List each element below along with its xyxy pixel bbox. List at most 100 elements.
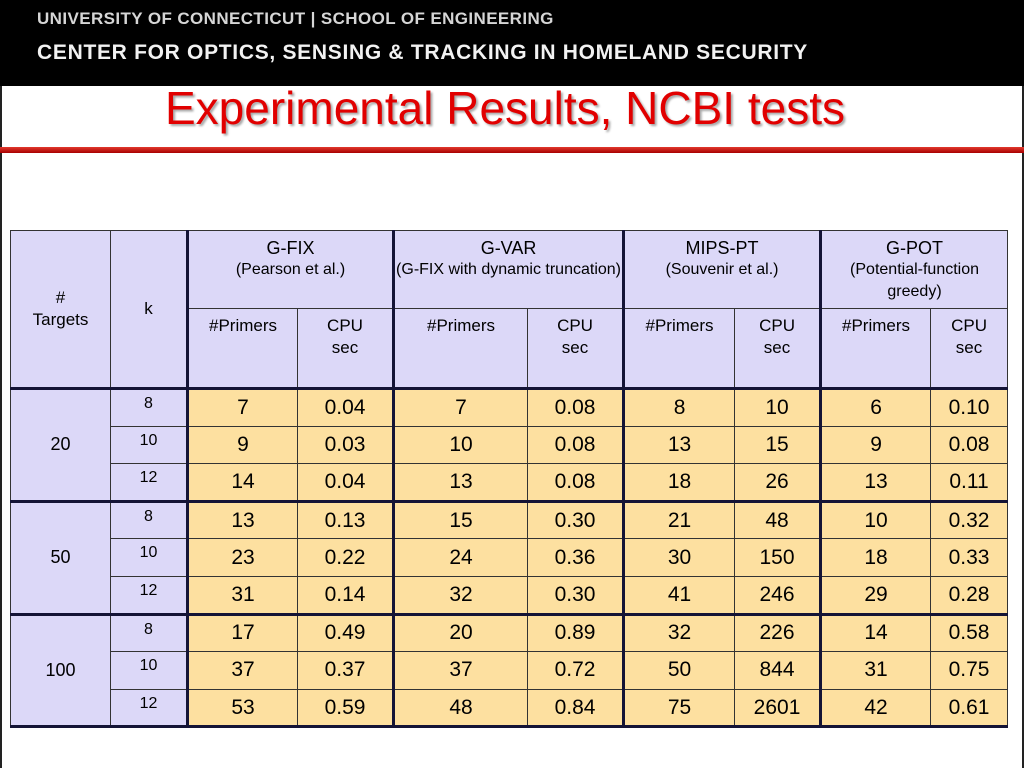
k-cell: 8 xyxy=(110,500,189,540)
targets-label: Targets xyxy=(32,310,89,329)
targets-hash: # xyxy=(55,288,66,307)
targets-cell: 20 xyxy=(10,388,111,503)
cell-gfix-primers: 9 xyxy=(187,425,298,465)
table-row: 10 37 0.37 37 0.72 50 844 31 0.75 xyxy=(11,651,1009,690)
cell-gfix-primers: 7 xyxy=(187,388,298,427)
cell-gpot-primers: 6 xyxy=(820,388,932,427)
cell-mipspt-primers: 8 xyxy=(623,388,736,427)
cell-gfix-cpu: 0.04 xyxy=(296,388,396,427)
cell-mipspt-primers: 18 xyxy=(623,463,736,503)
cell-gvar-primers: 10 xyxy=(393,425,529,465)
table-row: 20 8 7 0.04 7 0.08 8 10 6 0.10 xyxy=(10,388,1009,503)
cell-mipspt-cpu: 10 xyxy=(734,388,823,427)
cell-gpot-cpu: 0.28 xyxy=(930,575,1009,616)
results-body: 20 8 7 0.04 7 0.08 8 10 6 0.10 10 9 0.03 10 0.08 13 15 9 0… xyxy=(10,388,1009,729)
method-name: G-VAR xyxy=(480,238,537,258)
method-name: G-POT xyxy=(886,238,944,258)
cell-gfix-primers: 14 xyxy=(187,463,298,503)
cell-gpot-primers: 29 xyxy=(820,575,932,616)
method-note: (Pearson et al.) xyxy=(235,261,346,278)
subheader-cpu: CPU sec xyxy=(930,308,1009,390)
cell-gpot-cpu: 0.58 xyxy=(930,613,1009,653)
cell-mipspt-primers: 32 xyxy=(623,613,736,653)
cell-mipspt-primers: 21 xyxy=(623,500,736,540)
subheader-cpu: CPU sec xyxy=(734,308,823,390)
method-note: (G-FIX with dynamic truncation) xyxy=(396,261,621,278)
subheader-primers: #Primers xyxy=(820,308,932,390)
table-row: 12 31 0.14 32 0.30 41 246 29 0.28 xyxy=(11,575,1009,616)
subheader-primers: #Primers xyxy=(187,308,298,390)
cell-gpot-cpu: 0.61 xyxy=(930,688,1009,729)
results-table: # Targets k G-FIX (Pearson et al.) G-VAR… xyxy=(10,230,1009,729)
table-row: 50 8 13 0.13 15 0.30 21 48 10 0.32 xyxy=(10,500,1009,616)
cell-gfix-cpu: 0.22 xyxy=(296,538,396,577)
header-k: k xyxy=(110,230,189,390)
cell-gvar-cpu: 0.30 xyxy=(527,500,626,540)
k-cell: 12 xyxy=(110,463,189,503)
cell-mipspt-cpu: 48 xyxy=(734,500,823,540)
cell-gpot-primers: 9 xyxy=(820,425,932,465)
cell-gvar-primers: 24 xyxy=(393,538,529,577)
header-band: UNIVERSITY OF CONNECTICUT | SCHOOL OF EN… xyxy=(0,0,1024,86)
cell-gvar-primers: 13 xyxy=(393,463,529,503)
table-row: 10 9 0.03 10 0.08 13 15 9 0.08 xyxy=(11,425,1009,465)
cell-mipspt-cpu: 246 xyxy=(734,575,823,616)
cell-gvar-primers: 37 xyxy=(393,651,529,690)
header-targets: # Targets xyxy=(10,230,111,390)
cell-gfix-primers: 31 xyxy=(187,575,298,616)
cell-gpot-primers: 42 xyxy=(820,688,932,729)
slide-frame xyxy=(0,86,1024,768)
cell-mipspt-cpu: 2601 xyxy=(734,688,823,729)
cell-gvar-primers: 32 xyxy=(393,575,529,616)
method-note: (Souvenir et al.) xyxy=(665,261,779,278)
k-cell: 10 xyxy=(110,538,189,577)
header-method-gfix: G-FIX (Pearson et al.) xyxy=(186,230,396,309)
header-method-gpot: G-POT (Potential-function greedy) xyxy=(820,230,1009,309)
cell-mipspt-cpu: 150 xyxy=(734,538,823,577)
cell-gfix-cpu: 0.13 xyxy=(296,500,396,540)
table-row: 100 8 17 0.49 20 0.89 32 226 14 0.58 xyxy=(10,613,1009,729)
cell-gpot-cpu: 0.10 xyxy=(930,388,1009,427)
cell-gfix-cpu: 0.59 xyxy=(296,688,396,729)
targets-cell: 100 xyxy=(10,613,111,729)
table-row: 10 23 0.22 24 0.36 30 150 18 0.33 xyxy=(11,538,1009,577)
cell-gpot-primers: 18 xyxy=(820,538,932,577)
subheader-primers: #Primers xyxy=(393,308,529,390)
cell-mipspt-primers: 75 xyxy=(623,688,736,729)
cell-mipspt-cpu: 26 xyxy=(734,463,823,503)
method-name: MIPS-PT xyxy=(685,238,759,258)
table-row: 12 14 0.04 13 0.08 18 26 13 0.11 xyxy=(11,463,1009,503)
cell-gfix-cpu: 0.03 xyxy=(296,425,396,465)
subheader-cpu: CPU sec xyxy=(296,308,396,390)
cell-gfix-cpu: 0.14 xyxy=(296,575,396,616)
subheader-primers: #Primers xyxy=(623,308,736,390)
cell-gvar-cpu: 0.84 xyxy=(527,688,626,729)
k-cell: 12 xyxy=(110,688,189,729)
k-cell: 12 xyxy=(110,575,189,616)
cell-gpot-primers: 31 xyxy=(820,651,932,690)
cell-mipspt-primers: 50 xyxy=(623,651,736,690)
cell-mipspt-primers: 30 xyxy=(623,538,736,577)
cell-gvar-primers: 7 xyxy=(393,388,529,427)
cell-gfix-cpu: 0.37 xyxy=(296,651,396,690)
cell-gpot-cpu: 0.11 xyxy=(930,463,1009,503)
cell-gfix-primers: 37 xyxy=(187,651,298,690)
cell-mipspt-primers: 13 xyxy=(623,425,736,465)
subheader-cpu: CPU sec xyxy=(527,308,626,390)
method-name: G-FIX xyxy=(266,238,315,258)
cell-gfix-primers: 23 xyxy=(187,538,298,577)
cell-gpot-primers: 14 xyxy=(820,613,932,653)
k-cell: 10 xyxy=(110,651,189,690)
cell-gvar-primers: 15 xyxy=(393,500,529,540)
cell-gfix-cpu: 0.49 xyxy=(296,613,396,653)
cell-gvar-primers: 20 xyxy=(393,613,529,653)
cell-gfix-primers: 17 xyxy=(187,613,298,653)
cell-gfix-primers: 13 xyxy=(187,500,298,540)
slide-title: Experimental Results, NCBI tests xyxy=(165,82,846,134)
cell-gpot-primers: 10 xyxy=(820,500,932,540)
cell-gpot-primers: 13 xyxy=(820,463,932,503)
cell-gpot-cpu: 0.75 xyxy=(930,651,1009,690)
header-method-gvar: G-VAR (G-FIX with dynamic truncation) xyxy=(393,230,626,309)
cell-gfix-primers: 53 xyxy=(187,688,298,729)
cell-gpot-cpu: 0.32 xyxy=(930,500,1009,540)
